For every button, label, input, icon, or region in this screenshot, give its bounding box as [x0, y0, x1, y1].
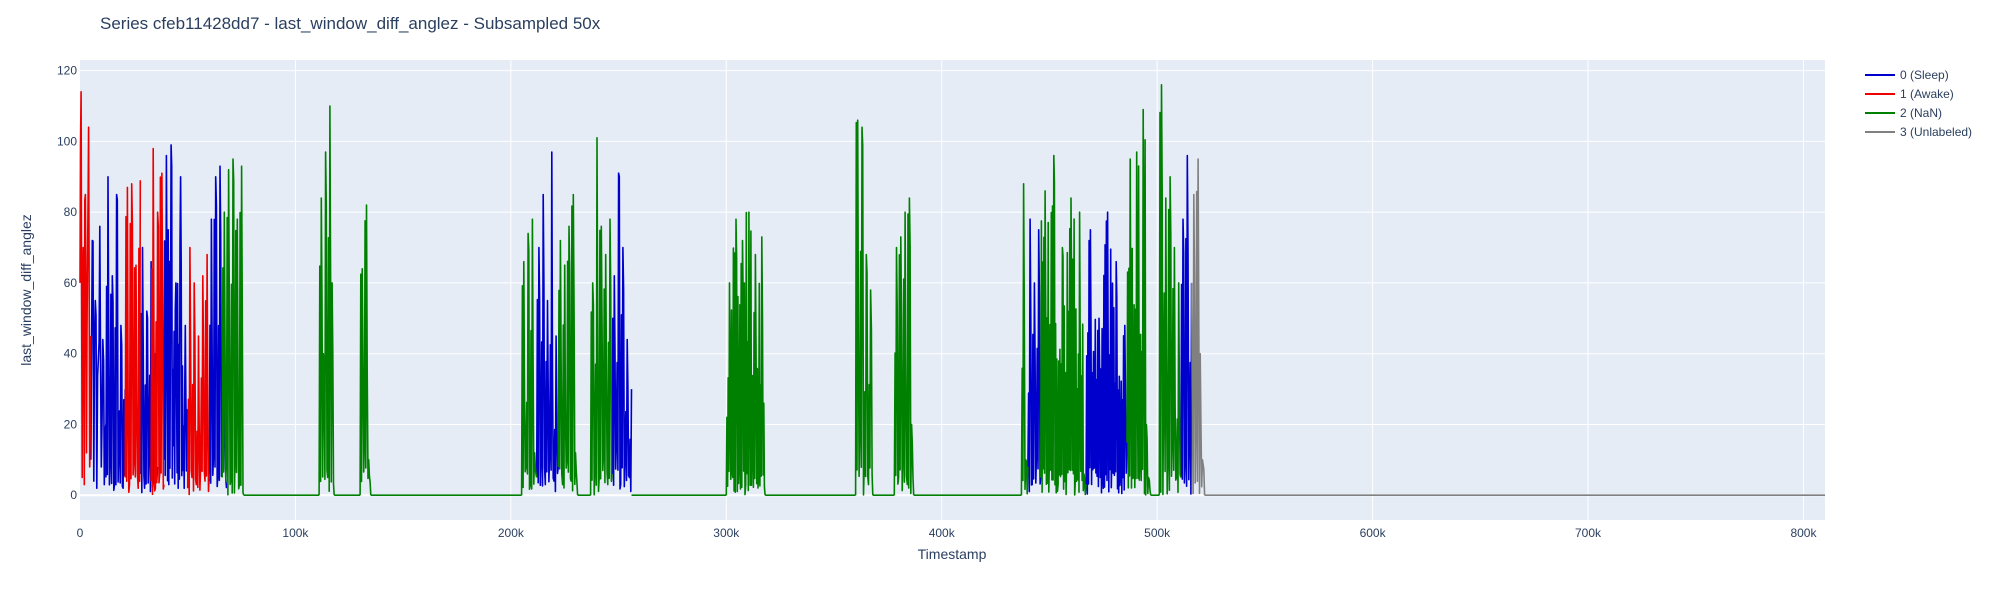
x-tick-label: 800k	[1790, 526, 1817, 540]
series-line	[1190, 158, 1206, 496]
legend-label: 2 (NaN)	[1900, 106, 1942, 120]
y-tick-label: 40	[64, 347, 78, 361]
series-line	[221, 158, 245, 496]
legend-label: 0 (Sleep)	[1900, 68, 1949, 82]
series-line	[1027, 218, 1042, 493]
legend-item[interactable]: 1 (Awake)	[1865, 87, 1954, 101]
series-line	[589, 137, 613, 496]
series-line	[854, 119, 874, 496]
x-tick-label: 400k	[929, 526, 956, 540]
y-tick-label: 60	[64, 276, 78, 290]
series-line	[893, 197, 915, 496]
series-line	[1180, 154, 1193, 495]
chart-title: Series cfeb11428dd7 - last_window_diff_a…	[100, 14, 601, 33]
series-line	[520, 218, 538, 496]
x-tick-label: 500k	[1144, 526, 1171, 540]
y-tick-label: 20	[64, 417, 78, 431]
x-tick-label: 100k	[282, 526, 309, 540]
x-tick-label: 300k	[713, 526, 740, 540]
x-tick-label: 0	[77, 526, 84, 540]
series-line	[79, 91, 92, 486]
series-line	[124, 180, 142, 494]
series-line	[1158, 84, 1182, 496]
x-tick-labels: 0 100k 200k 300k 400k 500k 600k 700k 800k	[77, 526, 1818, 540]
series-line	[150, 147, 165, 496]
x-axis-title: Timestamp	[918, 546, 987, 562]
series-1-awake-	[79, 91, 211, 496]
series-line	[611, 172, 633, 493]
series-line	[725, 211, 766, 496]
y-tick-label: 120	[57, 64, 77, 78]
x-grid	[294, 60, 1804, 520]
series-line	[1126, 108, 1152, 496]
x-tick-label: 700k	[1575, 526, 1602, 540]
legend-item[interactable]: 3 (Unlabeled)	[1865, 125, 1972, 139]
y-tick-label: 80	[64, 205, 78, 219]
series-line	[359, 204, 372, 496]
legend-item[interactable]: 2 (NaN)	[1865, 106, 1942, 120]
x-tick-label: 200k	[498, 526, 525, 540]
series-line	[186, 246, 211, 496]
series-line	[1085, 211, 1128, 495]
x-tick-label: 600k	[1360, 526, 1387, 540]
series-2-nan-	[221, 84, 1182, 496]
plot-background	[80, 60, 1825, 520]
legend: 0 (Sleep) 1 (Awake) 2 (NaN) 3 (Unlabeled)	[1865, 68, 1972, 139]
y-axis-title: last_window_diff_anglez	[18, 214, 34, 366]
y-tick-labels: 0 20 40 60 80 100 120	[57, 64, 77, 503]
series-line	[318, 105, 335, 496]
series-line	[1040, 154, 1087, 496]
legend-item[interactable]: 0 (Sleep)	[1865, 68, 1949, 82]
legend-label: 3 (Unlabeled)	[1900, 125, 1972, 139]
series-layer	[79, 84, 1825, 496]
series-line	[557, 193, 579, 496]
series-3-unlabeled-	[1190, 158, 1825, 496]
series-0-sleep-	[90, 144, 1193, 495]
legend-label: 1 (Awake)	[1900, 87, 1954, 101]
series-line	[90, 225, 107, 489]
series-line	[105, 176, 126, 492]
y-tick-label: 100	[57, 134, 77, 148]
series-line	[163, 144, 189, 490]
series-line	[535, 151, 560, 493]
y-tick-label: 0	[70, 488, 77, 502]
series-line	[1020, 183, 1029, 496]
